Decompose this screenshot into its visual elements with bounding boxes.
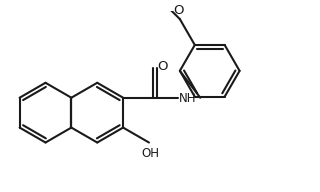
Text: OH: OH xyxy=(141,146,159,160)
Text: O: O xyxy=(174,4,184,17)
Text: O: O xyxy=(157,60,167,73)
Text: NH: NH xyxy=(179,92,197,105)
